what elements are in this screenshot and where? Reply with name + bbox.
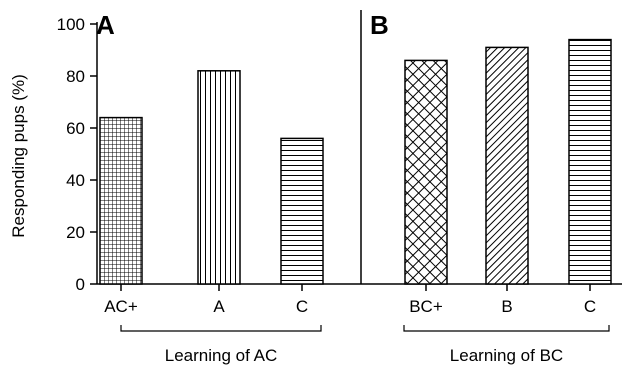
y-tick-label: 60 xyxy=(66,119,85,138)
y-tick-label: 100 xyxy=(57,15,85,34)
panel-label: A xyxy=(96,10,115,40)
bar xyxy=(197,70,241,285)
category-label: A xyxy=(213,297,225,316)
axes xyxy=(90,10,622,332)
category-label: C xyxy=(584,297,596,316)
bars xyxy=(99,38,612,285)
bar xyxy=(485,46,529,285)
y-axis-label: Responding pups (%) xyxy=(9,74,28,237)
y-tick-label: 40 xyxy=(66,171,85,190)
category-label: AC+ xyxy=(104,297,138,316)
labels: 0 20 40 60 80 100 Responding pups (%) A AC+ A C Lea… xyxy=(9,10,596,365)
group-bracket xyxy=(120,325,322,332)
group-bracket xyxy=(403,325,610,332)
category-label: B xyxy=(501,297,512,316)
bar xyxy=(568,38,612,285)
bar xyxy=(404,59,448,285)
category-label: C xyxy=(296,297,308,316)
y-tick-label: 0 xyxy=(76,275,85,294)
y-tick-label: 80 xyxy=(66,67,85,86)
group-label: Learning of BC xyxy=(450,346,563,365)
bar xyxy=(99,116,143,285)
group-label: Learning of AC xyxy=(165,346,277,365)
panel-label: B xyxy=(370,10,389,40)
y-tick-label: 20 xyxy=(66,223,85,242)
bar xyxy=(280,137,324,285)
category-label: BC+ xyxy=(409,297,443,316)
